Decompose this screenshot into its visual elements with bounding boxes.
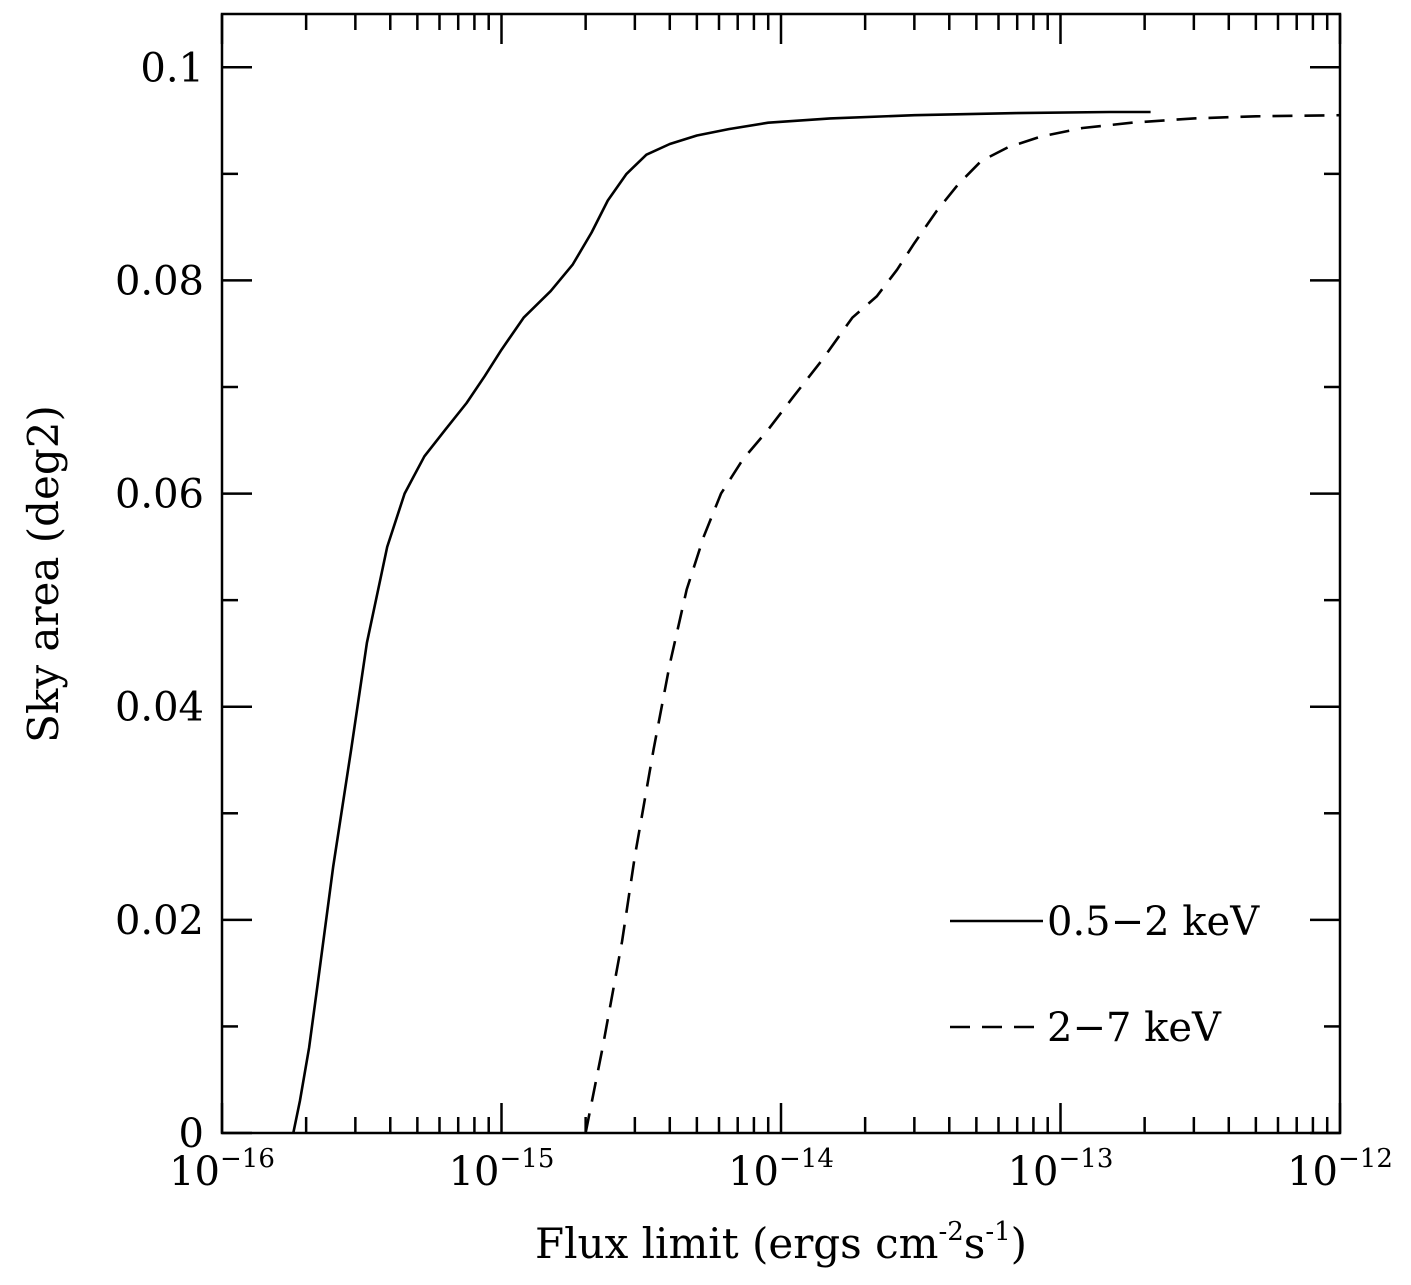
legend: 0.5−2 keV 2−7 keV	[950, 899, 1260, 1051]
x-tick-label-base: 10	[169, 1149, 220, 1195]
legend-label: 2−7 keV	[1047, 1005, 1222, 1051]
y-axis-title: Sky area (deg2)	[19, 405, 68, 743]
legend-label: 0.5−2 keV	[1047, 899, 1260, 945]
y-tick-label: 0.08	[115, 258, 204, 304]
x-tick-label-base: 10	[1008, 1149, 1059, 1195]
x-axis-title-main: Flux limit (ergs cm	[535, 1219, 938, 1268]
x-tick-label: 10−15	[449, 1144, 555, 1195]
y-tick-label: 0.04	[115, 685, 204, 731]
x-tick-label-exponent: −16	[220, 1144, 275, 1174]
series-line-hard-band	[584, 113, 1341, 1134]
x-axis-title-mid: s	[964, 1219, 986, 1268]
x-axis-title-exp2: -1	[985, 1217, 1010, 1247]
x-tick-label: 10−12	[1287, 1144, 1393, 1195]
y-tick-label: 0.02	[115, 898, 204, 944]
x-axis-title-exp1: -2	[938, 1217, 963, 1247]
y-tick-label: 0	[179, 1111, 204, 1157]
x-axis-title-end: )	[1011, 1219, 1027, 1268]
y-tick-group: 0 0.02 0.04 0.06 0.08 0.1	[115, 45, 1340, 1157]
y-tick-label: 0.06	[115, 472, 204, 518]
x-tick-label-exponent: −12	[1338, 1144, 1393, 1174]
x-axis-title: Flux limit (ergs cm-2s-1)	[535, 1217, 1027, 1268]
x-tick-label-base: 10	[1287, 1149, 1338, 1195]
series-layer	[292, 110, 1341, 1134]
y-tick-label: 0.1	[140, 45, 204, 91]
x-tick-label-base: 10	[449, 1149, 500, 1195]
x-tick-group: 10−16 10−15 10−14 10−13 10−12	[169, 14, 1393, 1195]
x-tick-label: 10−14	[728, 1144, 834, 1195]
plot-frame	[220, 12, 1342, 1135]
x-tick-label-exponent: −15	[500, 1144, 555, 1174]
x-tick-label: 10−16	[169, 1144, 275, 1195]
x-tick-label: 10−13	[1008, 1144, 1114, 1195]
x-tick-label-exponent: −14	[779, 1144, 834, 1174]
x-tick-label-base: 10	[728, 1149, 779, 1195]
x-tick-label-exponent: −13	[1059, 1144, 1114, 1174]
series-line-soft-band	[292, 110, 1151, 1134]
